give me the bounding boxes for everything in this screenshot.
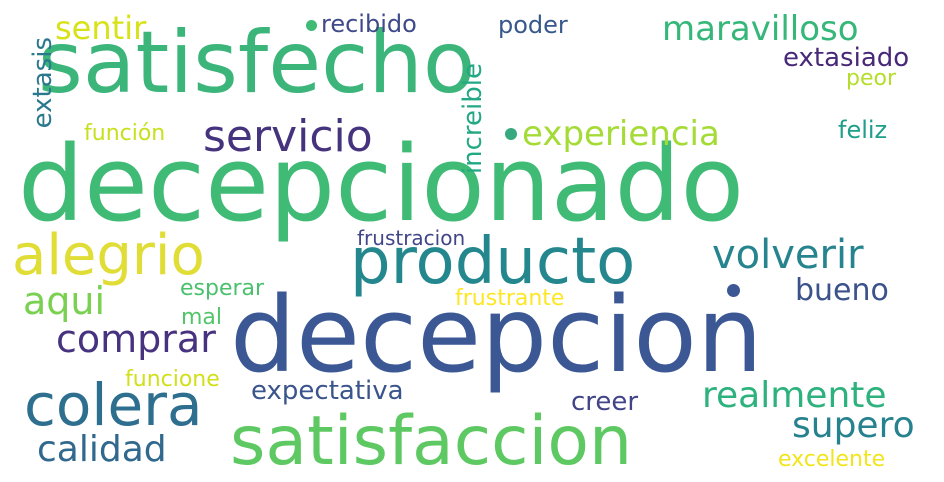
word-peor: peor xyxy=(846,66,897,91)
word-colera: colera xyxy=(24,371,203,439)
word-calidad: calidad xyxy=(37,429,167,470)
word-maravilloso: maravilloso xyxy=(662,9,859,49)
word-volverir: volverir xyxy=(712,232,864,278)
speck-dot xyxy=(505,128,517,140)
word-funcion: función xyxy=(84,121,166,146)
word-decepcion: decepcion xyxy=(230,274,763,396)
word-decepcionado: decepcionado xyxy=(18,123,745,245)
word-frustrante: frustrante xyxy=(455,286,565,311)
word-producto: producto xyxy=(350,225,636,299)
word-feliz: feliz xyxy=(838,116,888,144)
word-recibido: recibido xyxy=(321,10,417,38)
word-alegrio: alegrio xyxy=(12,223,205,288)
word-extasiado: extasiado xyxy=(783,43,910,73)
word-supero: supero xyxy=(792,405,915,446)
word-creer: creer xyxy=(571,387,639,417)
word-frustracion: frustracion xyxy=(357,226,466,250)
word-poder: poder xyxy=(498,11,568,39)
word-extasis: extasis xyxy=(28,37,58,129)
word-expectativa: expectativa xyxy=(251,376,404,406)
word-comprar: comprar xyxy=(56,317,216,361)
word-funcione: funcione xyxy=(125,367,220,392)
speck-dot xyxy=(306,20,317,31)
word-esperar: esperar xyxy=(180,276,265,301)
word-excelente: excelente xyxy=(778,447,886,472)
speck-dot xyxy=(727,284,740,297)
word-servicio: servicio xyxy=(203,111,373,162)
word-sentir: sentir xyxy=(55,9,147,47)
word-experiencia: experiencia xyxy=(522,114,720,154)
word-mal: mal xyxy=(181,305,223,330)
word-satisfecho: satisfecho xyxy=(38,13,476,113)
word-realmente: realmente xyxy=(702,375,887,416)
word-satisfaccion: satisfaccion xyxy=(230,402,633,481)
word-aqui: aqui xyxy=(23,279,106,323)
word-bueno: bueno xyxy=(795,273,889,308)
word-increible: increible xyxy=(458,63,488,175)
